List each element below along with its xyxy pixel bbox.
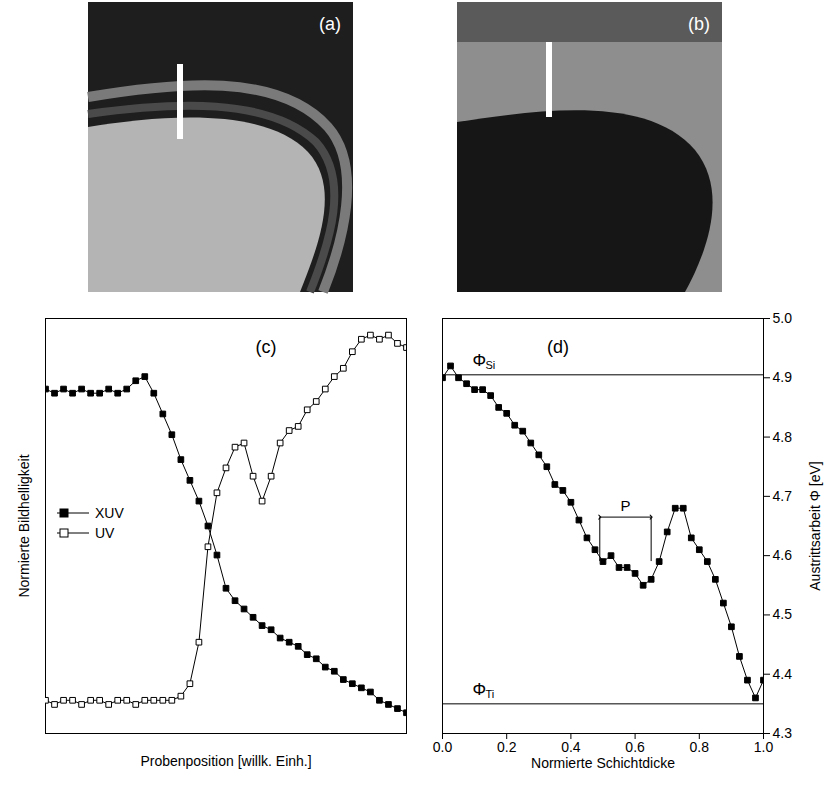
svg-text:4.5: 4.5 <box>773 606 793 622</box>
svg-text:5.0: 5.0 <box>773 310 793 326</box>
svg-text:0.6: 0.6 <box>625 739 645 755</box>
svg-text:Φ: Φ <box>473 351 487 370</box>
svg-text:(a): (a) <box>319 14 341 34</box>
svg-text:Ti: Ti <box>486 688 495 700</box>
html-text:XUV: XUV <box>95 505 124 521</box>
svg-text:4.6: 4.6 <box>773 547 793 563</box>
svg-text:4.9: 4.9 <box>773 369 793 385</box>
svg-text:4.4: 4.4 <box>773 666 793 682</box>
svg-text:4.8: 4.8 <box>773 429 793 445</box>
svg-text:Si: Si <box>486 359 496 371</box>
svg-text:4.3: 4.3 <box>773 725 793 741</box>
svg-text:(d): (d) <box>547 337 569 357</box>
html-text:UV: UV <box>95 525 115 541</box>
svg-text:1.0: 1.0 <box>754 739 774 755</box>
svg-text:Normierte Schichtdicke: Normierte Schichtdicke <box>531 755 675 771</box>
svg-text:(c): (c) <box>256 337 277 357</box>
svg-text:Probenposition [willk. Einh.]: Probenposition [willk. Einh.] <box>140 753 311 769</box>
svg-text:4.7: 4.7 <box>773 488 793 504</box>
svg-text:(b): (b) <box>688 14 710 34</box>
svg-text:Austrittsarbeit Φ [eV]: Austrittsarbeit Φ [eV] <box>807 461 823 590</box>
svg-text:0.4: 0.4 <box>561 739 581 755</box>
svg-text:0.8: 0.8 <box>690 739 710 755</box>
svg-text:0.0: 0.0 <box>433 739 453 755</box>
svg-text:0.2: 0.2 <box>497 739 517 755</box>
svg-text:Φ: Φ <box>473 680 487 699</box>
svg-text:P: P <box>620 497 630 514</box>
svg-text:Normierte Bildhelligkeit: Normierte Bildhelligkeit <box>16 454 32 597</box>
